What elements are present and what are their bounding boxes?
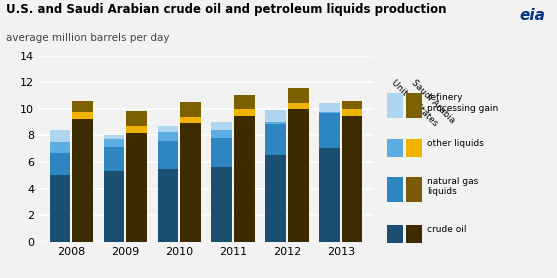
Text: average million barrels per day: average million barrels per day xyxy=(6,33,169,43)
Bar xyxy=(158,142,178,169)
Bar xyxy=(288,88,309,103)
Bar xyxy=(50,175,70,242)
Text: United States: United States xyxy=(390,78,439,128)
Bar xyxy=(212,167,232,242)
Bar xyxy=(50,142,70,153)
Bar xyxy=(234,95,255,110)
Bar xyxy=(265,110,286,122)
Bar xyxy=(158,126,178,132)
Bar xyxy=(104,171,124,242)
Text: U.S. and Saudi Arabian crude oil and petroleum liquids production: U.S. and Saudi Arabian crude oil and pet… xyxy=(6,3,446,16)
Text: refinery
processing gain: refinery processing gain xyxy=(427,93,499,113)
Bar xyxy=(72,112,93,119)
Bar xyxy=(212,130,232,138)
Bar xyxy=(126,126,147,133)
Bar xyxy=(265,155,286,242)
Bar xyxy=(319,113,340,148)
Bar xyxy=(319,112,340,113)
Bar xyxy=(126,133,147,242)
Bar xyxy=(288,103,309,110)
Bar xyxy=(180,117,201,123)
Bar xyxy=(126,111,147,126)
Bar xyxy=(234,110,255,116)
Bar xyxy=(342,101,363,110)
Bar xyxy=(104,147,124,171)
Bar xyxy=(104,140,124,147)
Text: natural gas
liquids: natural gas liquids xyxy=(427,177,478,196)
Bar xyxy=(50,130,70,142)
Bar xyxy=(212,122,232,130)
Text: Saudi Arabia: Saudi Arabia xyxy=(409,78,456,125)
Bar xyxy=(72,119,93,242)
Bar xyxy=(180,102,201,117)
Bar xyxy=(158,169,178,242)
Bar xyxy=(212,138,232,167)
Bar xyxy=(158,132,178,142)
Bar xyxy=(72,101,93,112)
Bar xyxy=(265,122,286,124)
Bar xyxy=(104,135,124,140)
Bar xyxy=(342,116,363,242)
Bar xyxy=(50,153,70,175)
Bar xyxy=(265,124,286,155)
Bar xyxy=(319,103,340,112)
Text: eia: eia xyxy=(519,8,545,23)
Bar xyxy=(234,116,255,242)
Bar xyxy=(342,110,363,116)
Bar xyxy=(180,123,201,242)
Bar xyxy=(288,110,309,242)
Text: other liquids: other liquids xyxy=(427,139,484,148)
Text: crude oil: crude oil xyxy=(427,225,467,234)
Bar xyxy=(319,148,340,242)
